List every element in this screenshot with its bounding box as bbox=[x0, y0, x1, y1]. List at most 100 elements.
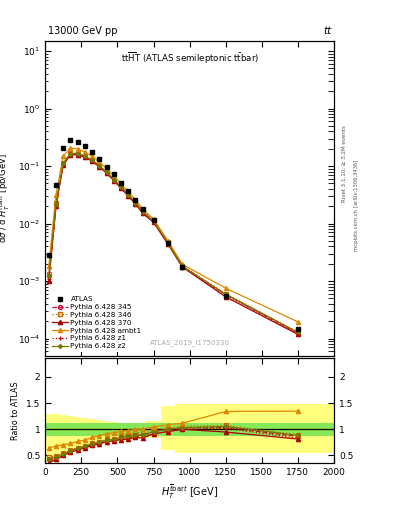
Pythia 6.428 ambt1 bbox=[97, 159, 102, 165]
Pythia 6.428 ambt1 bbox=[119, 181, 123, 187]
Pythia 6.428 z1 bbox=[97, 163, 102, 169]
Pythia 6.428 370 bbox=[104, 170, 109, 176]
Pythia 6.428 z2 bbox=[112, 177, 116, 183]
Pythia 6.428 345 bbox=[75, 151, 80, 157]
Pythia 6.428 345 bbox=[68, 151, 73, 157]
Pythia 6.428 345 bbox=[119, 184, 123, 190]
Pythia 6.428 346 bbox=[133, 199, 138, 205]
Pythia 6.428 345 bbox=[104, 169, 109, 175]
Pythia 6.428 z2 bbox=[104, 169, 109, 175]
Pythia 6.428 ambt1 bbox=[151, 216, 156, 222]
Pythia 6.428 370 bbox=[180, 264, 185, 270]
Text: ATLAS_2019_I1750330: ATLAS_2019_I1750330 bbox=[150, 339, 230, 347]
Pythia 6.428 370 bbox=[140, 210, 145, 217]
Text: mcplots.cern.ch [arXiv:1306.3436]: mcplots.cern.ch [arXiv:1306.3436] bbox=[354, 159, 359, 250]
Pythia 6.428 346 bbox=[140, 207, 145, 214]
Pythia 6.428 370 bbox=[151, 219, 156, 225]
Pythia 6.428 370 bbox=[46, 278, 51, 284]
Pythia 6.428 z1 bbox=[165, 241, 170, 247]
Text: tt$\overline{\rm H}$T (ATLAS semileptonic t$\bar{\rm t}$bar): tt$\overline{\rm H}$T (ATLAS semileptoni… bbox=[121, 50, 259, 66]
Y-axis label: Ratio to ATLAS: Ratio to ATLAS bbox=[11, 381, 20, 440]
Y-axis label: d$\sigma$ / d $H_T^{\overline{t}bar{t}}$ [pb/GeV]: d$\sigma$ / d $H_T^{\overline{t}bar{t}}$… bbox=[0, 154, 12, 243]
Pythia 6.428 ambt1 bbox=[68, 145, 73, 151]
Pythia 6.428 345 bbox=[90, 157, 94, 163]
Pythia 6.428 345 bbox=[54, 201, 59, 207]
Pythia 6.428 z2 bbox=[97, 163, 102, 169]
Pythia 6.428 345 bbox=[223, 291, 228, 297]
Pythia 6.428 346 bbox=[223, 291, 228, 297]
Pythia 6.428 346 bbox=[126, 190, 130, 197]
Pythia 6.428 z1 bbox=[90, 158, 94, 164]
Pythia 6.428 z1 bbox=[180, 264, 185, 270]
Pythia 6.428 ambt1 bbox=[104, 165, 109, 172]
Pythia 6.428 346 bbox=[61, 160, 66, 166]
Pythia 6.428 346 bbox=[83, 153, 87, 159]
Legend: ATLAS, Pythia 6.428 345, Pythia 6.428 346, Pythia 6.428 370, Pythia 6.428 ambt1,: ATLAS, Pythia 6.428 345, Pythia 6.428 34… bbox=[49, 293, 145, 352]
Pythia 6.428 ambt1 bbox=[112, 173, 116, 179]
Pythia 6.428 346 bbox=[180, 263, 185, 269]
Pythia 6.428 z1 bbox=[54, 202, 59, 208]
X-axis label: $H_T^{\overline{t}{\rm bar}t}$ [GeV]: $H_T^{\overline{t}{\rm bar}t}$ [GeV] bbox=[161, 483, 218, 501]
Pythia 6.428 z1 bbox=[140, 209, 145, 215]
Pythia 6.428 ambt1 bbox=[140, 206, 145, 212]
Line: Pythia 6.428 ambt1: Pythia 6.428 ambt1 bbox=[47, 146, 300, 324]
Pythia 6.428 ambt1 bbox=[180, 261, 185, 267]
Pythia 6.428 z1 bbox=[75, 151, 80, 157]
Pythia 6.428 345 bbox=[83, 153, 87, 159]
Pythia 6.428 ambt1 bbox=[133, 197, 138, 203]
Pythia 6.428 370 bbox=[133, 201, 138, 207]
Pythia 6.428 345 bbox=[112, 177, 116, 183]
Pythia 6.428 370 bbox=[119, 185, 123, 191]
Pythia 6.428 z2 bbox=[68, 151, 73, 157]
Pythia 6.428 370 bbox=[83, 154, 87, 160]
Pythia 6.428 z2 bbox=[126, 191, 130, 198]
Pythia 6.428 z2 bbox=[46, 273, 51, 280]
Pythia 6.428 ambt1 bbox=[83, 149, 87, 155]
Pythia 6.428 ambt1 bbox=[90, 153, 94, 159]
Text: Rivet 3.1.10; ≥ 3.2M events: Rivet 3.1.10; ≥ 3.2M events bbox=[342, 125, 347, 202]
Pythia 6.428 z2 bbox=[119, 184, 123, 190]
Pythia 6.428 z2 bbox=[165, 240, 170, 246]
Pythia 6.428 z2 bbox=[54, 201, 59, 207]
Pythia 6.428 345 bbox=[97, 163, 102, 169]
Line: Pythia 6.428 370: Pythia 6.428 370 bbox=[47, 153, 300, 336]
Pythia 6.428 370 bbox=[54, 203, 59, 209]
Pythia 6.428 z2 bbox=[223, 291, 228, 297]
Pythia 6.428 z1 bbox=[151, 219, 156, 225]
Pythia 6.428 ambt1 bbox=[223, 285, 228, 291]
Pythia 6.428 346 bbox=[68, 150, 73, 156]
Pythia 6.428 370 bbox=[296, 331, 300, 337]
Pythia 6.428 z2 bbox=[140, 209, 145, 215]
Line: Pythia 6.428 346: Pythia 6.428 346 bbox=[47, 151, 300, 334]
Pythia 6.428 z1 bbox=[119, 185, 123, 191]
Line: Pythia 6.428 z2: Pythia 6.428 z2 bbox=[48, 152, 299, 334]
Pythia 6.428 370 bbox=[126, 193, 130, 199]
Pythia 6.428 346 bbox=[112, 176, 116, 182]
Pythia 6.428 ambt1 bbox=[46, 263, 51, 269]
Pythia 6.428 345 bbox=[133, 200, 138, 206]
Pythia 6.428 346 bbox=[151, 217, 156, 223]
Pythia 6.428 370 bbox=[223, 294, 228, 300]
Pythia 6.428 345 bbox=[126, 191, 130, 198]
Pythia 6.428 370 bbox=[75, 152, 80, 158]
Pythia 6.428 z2 bbox=[180, 263, 185, 269]
Pythia 6.428 ambt1 bbox=[296, 319, 300, 325]
Text: tt: tt bbox=[323, 26, 331, 36]
Pythia 6.428 z2 bbox=[83, 153, 87, 159]
Pythia 6.428 346 bbox=[165, 239, 170, 245]
Pythia 6.428 346 bbox=[296, 329, 300, 335]
Pythia 6.428 345 bbox=[140, 209, 145, 215]
Pythia 6.428 z1 bbox=[68, 151, 73, 157]
Pythia 6.428 345 bbox=[61, 161, 66, 167]
Pythia 6.428 346 bbox=[97, 162, 102, 168]
Pythia 6.428 z2 bbox=[61, 160, 66, 166]
Pythia 6.428 z1 bbox=[223, 292, 228, 298]
Pythia 6.428 346 bbox=[75, 150, 80, 156]
Pythia 6.428 ambt1 bbox=[75, 146, 80, 152]
Pythia 6.428 346 bbox=[119, 183, 123, 189]
Pythia 6.428 346 bbox=[54, 200, 59, 206]
Pythia 6.428 ambt1 bbox=[126, 188, 130, 195]
Pythia 6.428 ambt1 bbox=[54, 191, 59, 198]
Text: 13000 GeV pp: 13000 GeV pp bbox=[48, 26, 118, 36]
Pythia 6.428 z2 bbox=[75, 151, 80, 157]
